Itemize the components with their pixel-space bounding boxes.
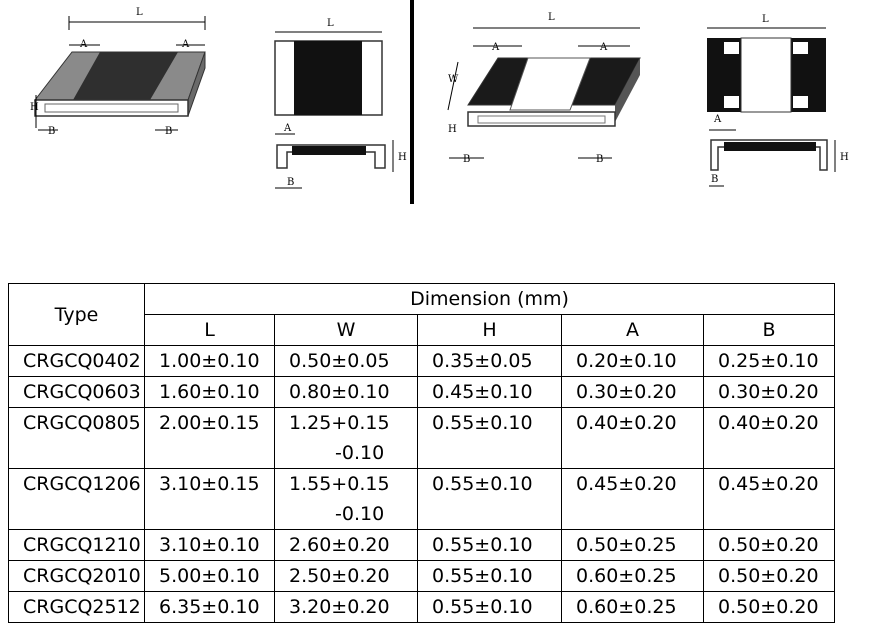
cell-b: 0.45±0.20 xyxy=(703,468,835,530)
cell-h: 0.35±0.05 xyxy=(417,345,562,377)
cell-w: 2.60±0.20 xyxy=(274,529,418,561)
header-row-2: L W H A B xyxy=(9,314,835,346)
cell-w-value: 3.20±0.20 xyxy=(289,596,390,618)
label-a-2: A xyxy=(283,123,292,134)
label-b-left: B xyxy=(48,126,55,137)
table-row: CRGCQ0603 1.60±0.10 0.80±0.10 0.45±0.10 0.30… xyxy=(8,376,835,408)
cell-h: 0.45±0.10 xyxy=(417,376,562,408)
col-header-l: L xyxy=(144,314,275,346)
cell-l: 1.00±0.10 xyxy=(144,345,275,377)
cell-type: CRGCQ0805 xyxy=(8,407,145,469)
label-l-3: L xyxy=(548,12,555,23)
table-row: CRGCQ0805 2.00±0.15 1.25+0.15 -0.10 0.55±0.1… xyxy=(8,407,835,469)
resistor-dimension-drawings: L A A B B H L A B H L A A W H xyxy=(0,0,878,210)
label-a-4: A xyxy=(713,114,722,125)
cell-a: 0.60±0.25 xyxy=(561,560,704,592)
table-row: CRGCQ1210 3.10±0.10 2.60±0.20 0.55±0.10 0.50… xyxy=(8,529,835,561)
col-header-b: B xyxy=(703,314,835,346)
cell-l: 3.10±0.10 xyxy=(144,529,275,561)
label-h-left: H xyxy=(30,102,39,113)
cell-a: 0.20±0.10 xyxy=(561,345,704,377)
cell-b: 0.50±0.20 xyxy=(703,529,835,561)
cell-h: 0.55±0.10 xyxy=(417,468,562,530)
cell-b: 0.50±0.20 xyxy=(703,560,835,592)
cell-w-value: 2.60±0.20 xyxy=(289,534,390,556)
cell-type: CRGCQ0402 xyxy=(8,345,145,377)
cell-w-value: 1.55+0.15 xyxy=(289,473,390,495)
col-header-w: W xyxy=(274,314,418,346)
cell-b: 0.40±0.20 xyxy=(703,407,835,469)
cell-w: 1.25+0.15 -0.10 xyxy=(274,407,418,469)
cell-l: 6.35±0.10 xyxy=(144,591,275,623)
cell-l: 2.00±0.15 xyxy=(144,407,275,469)
label-b-3a: B xyxy=(463,154,470,165)
cell-h: 0.55±0.10 xyxy=(417,591,562,623)
cell-h: 0.55±0.10 xyxy=(417,560,562,592)
cell-w-value: 0.80±0.10 xyxy=(289,381,390,403)
label-l-2: L xyxy=(327,18,334,29)
label-a-right: A xyxy=(181,39,190,50)
cell-l: 1.60±0.10 xyxy=(144,376,275,408)
cell-type: CRGCQ2512 xyxy=(8,591,145,623)
cell-l: 5.00±0.10 xyxy=(144,560,275,592)
cell-w-lower-tolerance: -0.10 xyxy=(335,503,385,525)
dimension-group-header: Dimension (mm) xyxy=(144,283,835,315)
label-h-2: H xyxy=(398,152,407,163)
cell-w: 3.20±0.20 xyxy=(274,591,418,623)
dimension-drawing-svg: L A A B B H L A B H L A A W H xyxy=(30,0,849,204)
col-header-h: H xyxy=(417,314,562,346)
label-w-3: W xyxy=(448,74,459,85)
table-row: CRGCQ2010 5.00±0.10 2.50±0.20 0.55±0.10 0.60… xyxy=(8,560,835,592)
cell-w-value: 1.25+0.15 xyxy=(289,412,390,434)
chip-top-side-view-2: L A B H xyxy=(707,14,849,187)
cell-w-lower-tolerance: -0.10 xyxy=(335,442,385,464)
cell-type: CRGCQ1210 xyxy=(8,529,145,561)
label-a-left: A xyxy=(79,39,88,50)
cell-b: 0.30±0.20 xyxy=(703,376,835,408)
cell-w: 0.80±0.10 xyxy=(274,376,418,408)
chip-3d-right: L A A W H B B xyxy=(447,12,641,165)
cell-type: CRGCQ0603 xyxy=(8,376,145,408)
chip-3d-left: L A A B B H xyxy=(30,7,206,137)
table-body: CRGCQ0402 1.00±0.10 0.50±0.05 0.35±0.05 0.20… xyxy=(8,345,835,623)
cell-w: 0.50±0.05 xyxy=(274,345,418,377)
col-header-a: A xyxy=(561,314,704,346)
table-row: CRGCQ2512 6.35±0.10 3.20±0.20 0.55±0.10 0.60… xyxy=(8,591,835,623)
cell-a: 0.60±0.25 xyxy=(561,591,704,623)
cell-a: 0.45±0.20 xyxy=(561,468,704,530)
cell-type: CRGCQ1206 xyxy=(8,468,145,530)
cell-w: 1.55+0.15 -0.10 xyxy=(274,468,418,530)
dimension-table: Type Dimension (mm) L W H A B CRGCQ0402 1… xyxy=(8,283,835,623)
cell-w-value: 0.50±0.05 xyxy=(289,350,390,372)
label-a-3b: A xyxy=(599,42,608,53)
cell-w: 2.50±0.20 xyxy=(274,560,418,592)
type-header: Type xyxy=(8,283,145,346)
label-l-4: L xyxy=(762,14,769,25)
figure-divider xyxy=(410,0,414,204)
label-b-4: B xyxy=(711,174,718,185)
label-b-3b: B xyxy=(596,154,603,165)
cell-a: 0.30±0.20 xyxy=(561,376,704,408)
cell-w-value: 2.50±0.20 xyxy=(289,565,390,587)
label-b-right: B xyxy=(165,126,172,137)
cell-h: 0.55±0.10 xyxy=(417,529,562,561)
label-h-4: H xyxy=(840,152,849,163)
cell-type: CRGCQ2010 xyxy=(8,560,145,592)
cell-a: 0.40±0.20 xyxy=(561,407,704,469)
label-h-3: H xyxy=(448,124,457,135)
cell-h: 0.55±0.10 xyxy=(417,407,562,469)
header-row-1: Type Dimension (mm) xyxy=(8,283,835,346)
cell-b: 0.50±0.20 xyxy=(703,591,835,623)
cell-a: 0.50±0.25 xyxy=(561,529,704,561)
label-a-3a: A xyxy=(491,42,500,53)
cell-l: 3.10±0.15 xyxy=(144,468,275,530)
chip-top-side-view-1: L A B H xyxy=(274,18,407,189)
label-l-left: L xyxy=(136,7,143,18)
table-row: CRGCQ0402 1.00±0.10 0.50±0.05 0.35±0.05 0.20… xyxy=(8,345,835,377)
cell-b: 0.25±0.10 xyxy=(703,345,835,377)
label-b-2: B xyxy=(287,177,294,188)
table-row: CRGCQ1206 3.10±0.15 1.55+0.15 -0.10 0.55±0.1… xyxy=(8,468,835,530)
